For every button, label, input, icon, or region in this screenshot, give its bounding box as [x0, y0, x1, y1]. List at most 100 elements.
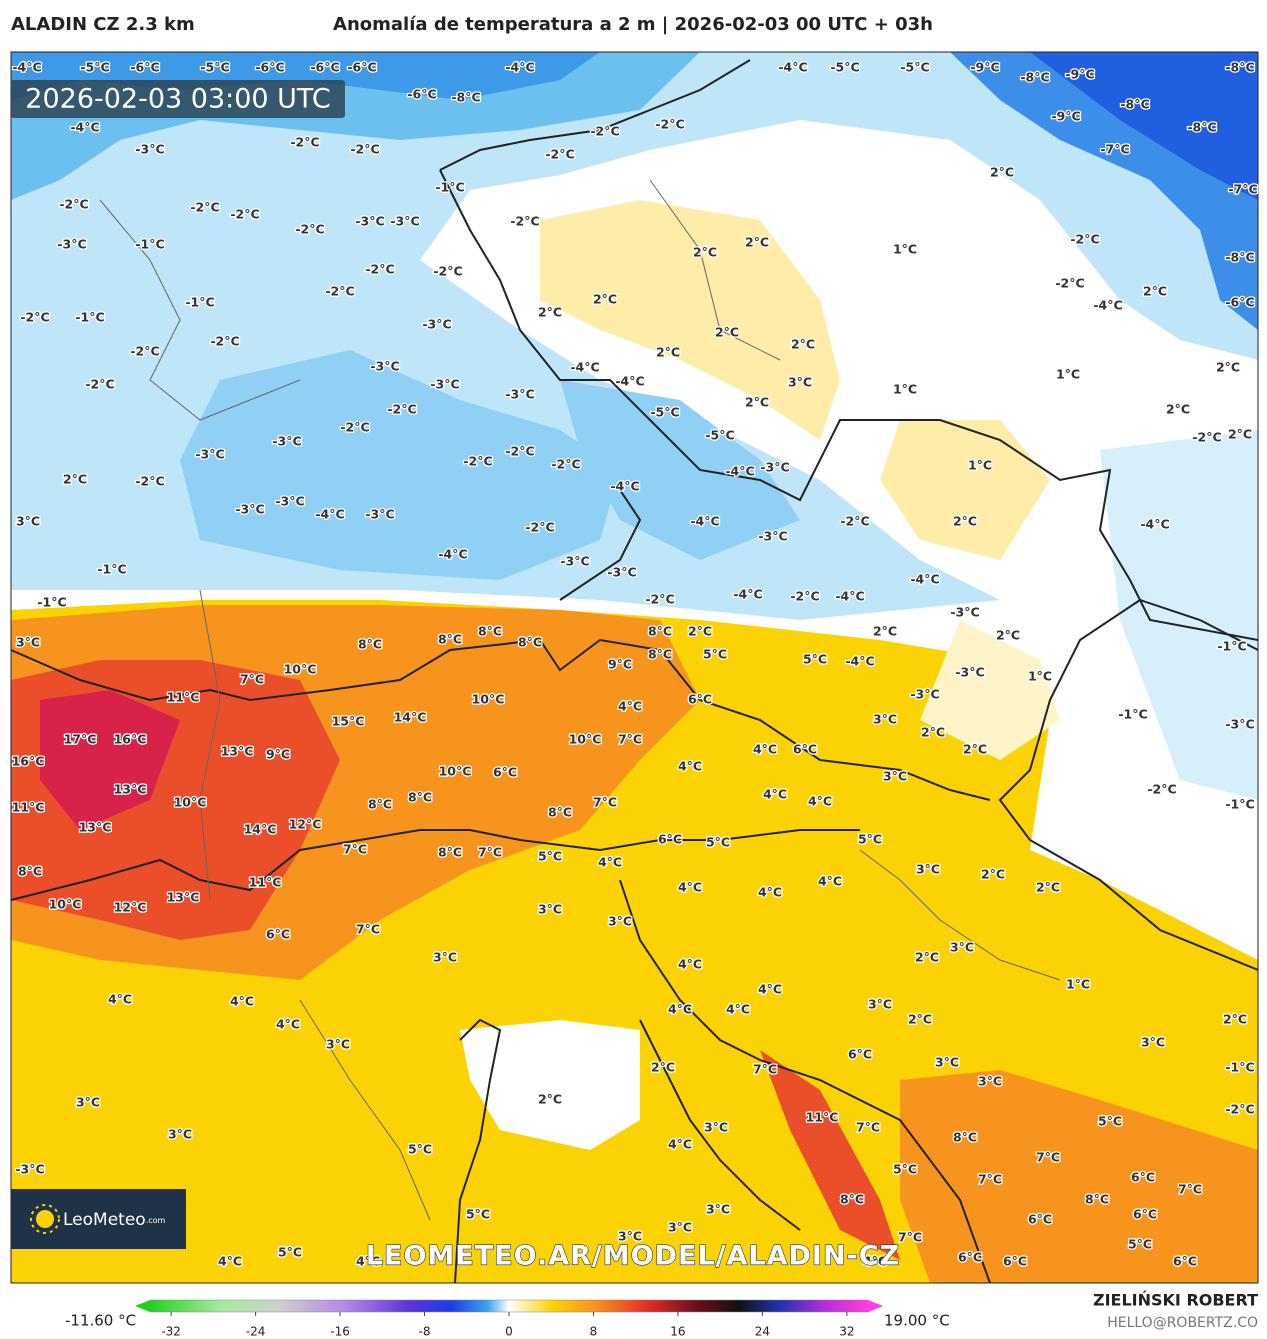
anomaly-label: 10°C — [49, 897, 82, 912]
anomaly-label: 8°C — [438, 845, 462, 860]
anomaly-label: -1°C — [97, 562, 126, 577]
colorbar-max: 19.00 °C — [884, 1312, 950, 1330]
anomaly-label: 2°C — [1223, 1012, 1247, 1027]
anomaly-label: 2°C — [1166, 402, 1190, 417]
anomaly-label: -3°C — [390, 214, 419, 229]
anomaly-label: 8°C — [953, 1130, 977, 1145]
colorbar-tick-label: 0 — [505, 1325, 513, 1339]
anomaly-label: 5°C — [1128, 1237, 1152, 1252]
anomaly-label: 2°C — [538, 1092, 562, 1107]
anomaly-label: 3°C — [978, 1074, 1002, 1089]
anomaly-label: -2°C — [545, 147, 574, 162]
anomaly-label: -3°C — [422, 317, 451, 332]
anomaly-label: 11°C — [249, 875, 282, 890]
anomaly-label: 2°C — [688, 624, 712, 639]
anomaly-label: -4°C — [690, 514, 719, 529]
map-labels: -4°C -5°C -6°C -5°C -6°C -6°C -6°C -4°C -4°C -5°C… — [10, 58, 1259, 1270]
anomaly-label: -5°C — [650, 405, 679, 420]
anomaly-label: 3°C — [935, 1055, 959, 1070]
anomaly-label: 3°C — [668, 1220, 692, 1235]
anomaly-label: 4°C — [863, 1254, 887, 1269]
anomaly-label: -2°C — [190, 200, 219, 215]
anomaly-label: 7°C — [1178, 1182, 1202, 1197]
map-title: Anomalía de temperatura a 2 m | 2026-02-… — [333, 14, 933, 35]
logo-text: LeoMeteo.com — [63, 1210, 166, 1230]
anomaly-label: 4°C — [598, 855, 622, 870]
anomaly-label: -2°C — [840, 514, 869, 529]
anomaly-label: 4°C — [230, 994, 254, 1009]
anomaly-label: 2°C — [745, 235, 769, 250]
anomaly-label: 7°C — [356, 922, 380, 937]
anomaly-label: -3°C — [370, 359, 399, 374]
anomaly-label: 1°C — [893, 242, 917, 257]
anomaly-label: 10°C — [284, 662, 317, 677]
anomaly-label: 6°C — [848, 1047, 872, 1062]
anomaly-label: -2°C — [1192, 430, 1221, 445]
anomaly-label: 5°C — [1098, 1114, 1122, 1129]
anomaly-label: -2°C — [20, 310, 49, 325]
anomaly-label: 2°C — [1228, 427, 1252, 442]
anomaly-label: -4°C — [70, 120, 99, 135]
anomaly-label: 3°C — [16, 635, 40, 650]
anomaly-label: 3°C — [873, 712, 897, 727]
anomaly-label: -2°C — [510, 214, 539, 229]
anomaly-label: 4°C — [618, 699, 642, 714]
anomaly-label: -4°C — [438, 547, 467, 562]
anomaly-label: -3°C — [235, 502, 264, 517]
anomaly-label: 7°C — [753, 1062, 777, 1077]
anomaly-label: 4°C — [668, 1137, 692, 1152]
anomaly-label: 6°C — [1133, 1207, 1157, 1222]
anomaly-label: 8°C — [1085, 1192, 1109, 1207]
anomaly-label: 3°C — [608, 914, 632, 929]
anomaly-label: -2°C — [433, 264, 462, 279]
anomaly-label: -2°C — [655, 117, 684, 132]
anomaly-label: -6°C — [130, 60, 159, 75]
anomaly-label: -4°C — [1140, 517, 1169, 532]
anomaly-label: 4°C — [758, 885, 782, 900]
anomaly-label: -4°C — [12, 60, 41, 75]
anomaly-label: -6°C — [407, 87, 436, 102]
anomaly-label: -2°C — [295, 222, 324, 237]
anomaly-label: 4°C — [276, 1017, 300, 1032]
anomaly-label: -1°C — [1225, 1060, 1254, 1075]
anomaly-label: 3°C — [704, 1120, 728, 1135]
anomaly-label: -8°C — [1187, 120, 1216, 135]
anomaly-label: 8°C — [840, 1192, 864, 1207]
colorbar-body — [149, 1299, 869, 1313]
anomaly-label: -4°C — [1093, 298, 1122, 313]
colorbar-tick-label: 8 — [590, 1325, 598, 1339]
anomaly-label: -3°C — [355, 214, 384, 229]
model-name: ALADIN CZ 2.3 km — [11, 14, 195, 35]
anomaly-label: -4°C — [610, 479, 639, 494]
anomaly-label: -4°C — [778, 60, 807, 75]
anomaly-label: -4°C — [845, 654, 874, 669]
anomaly-label: 2°C — [1216, 360, 1240, 375]
anomaly-label: -4°C — [733, 587, 762, 602]
colorbar-arrow-high — [868, 1300, 883, 1312]
anomaly-label: -3°C — [57, 237, 86, 252]
anomaly-label: 2°C — [1036, 880, 1060, 895]
anomaly-label: -5°C — [80, 60, 109, 75]
anomaly-label: -1°C — [1217, 639, 1246, 654]
anomaly-label: 7°C — [240, 672, 264, 687]
anomaly-label: -3°C — [430, 377, 459, 392]
anomaly-label: 14°C — [244, 822, 277, 837]
email: HELLO@ROBERTZ.CO — [1107, 1315, 1258, 1331]
anomaly-label: 4°C — [356, 1254, 380, 1269]
anomaly-label: -2°C — [551, 457, 580, 472]
colorbar-tick-label: 32 — [839, 1325, 854, 1339]
anomaly-label: 7°C — [978, 1172, 1002, 1187]
anomaly-label: 2°C — [593, 292, 617, 307]
anomaly-label: 1°C — [968, 458, 992, 473]
anomaly-label: -2°C — [790, 589, 819, 604]
colorbar-tick-label: -24 — [246, 1325, 266, 1339]
anomaly-label: 8°C — [648, 624, 672, 639]
anomaly-label: 2°C — [651, 1060, 675, 1075]
anomaly-label: -1°C — [135, 237, 164, 252]
anomaly-label: -4°C — [835, 589, 864, 604]
anomaly-label: 2°C — [693, 245, 717, 260]
anomaly-label: -2°C — [525, 520, 554, 535]
timestamp: 2026-02-03 03:00 UTC — [25, 84, 330, 115]
anomaly-label: 2°C — [990, 165, 1014, 180]
anomaly-label: -7°C — [1100, 142, 1129, 157]
